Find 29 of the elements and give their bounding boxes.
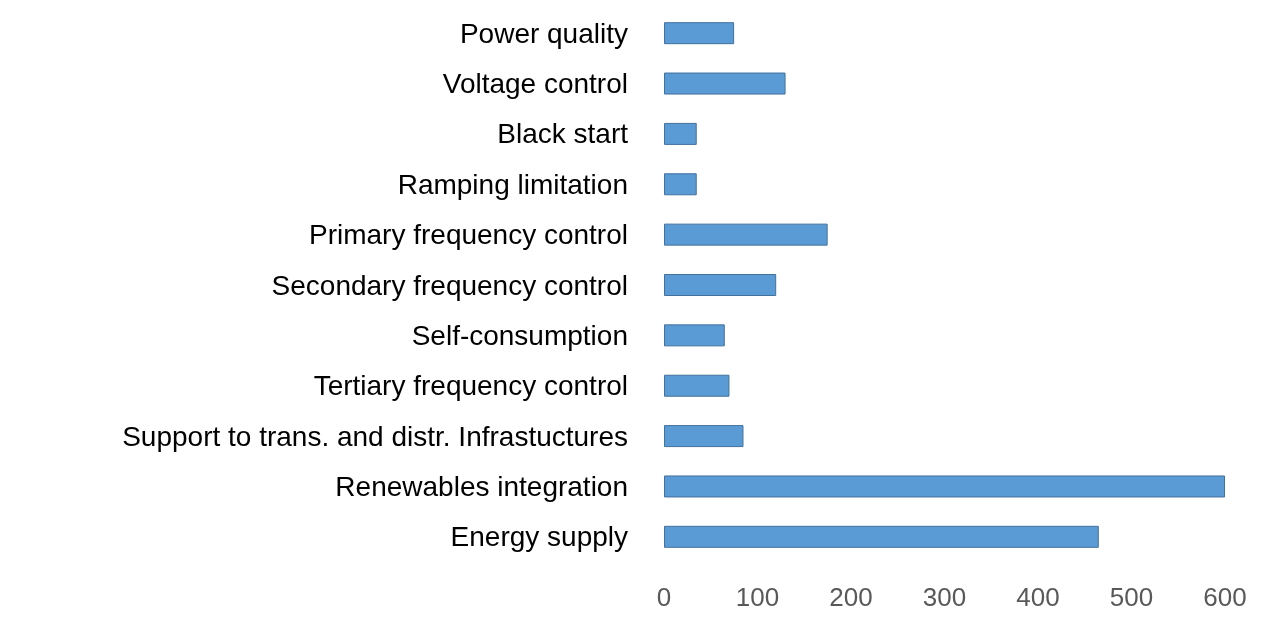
x-tick-label: 400 — [1016, 582, 1060, 612]
bar — [664, 22, 735, 45]
y-tick-label: Black start — [497, 118, 629, 150]
bar — [664, 223, 828, 246]
x-tick-label: 200 — [829, 582, 873, 612]
bar — [664, 324, 725, 347]
bar — [664, 173, 697, 196]
bar — [664, 122, 697, 145]
y-tick-label: Renewables integration — [335, 470, 628, 502]
x-tick-label: 100 — [735, 582, 780, 612]
y-tick-label: Self-consumption — [411, 319, 628, 351]
y-tick-label: Power quality — [459, 17, 628, 49]
y-tick-label: Support to trans. and distr. Infrastuctures — [122, 420, 628, 452]
bar — [664, 274, 777, 296]
y-tick-label: Tertiary frequency control — [313, 370, 628, 402]
x-tick-label: 300 — [922, 582, 967, 612]
y-tick-label: Primary frequency control — [308, 219, 628, 251]
bar — [664, 374, 730, 397]
x-tick-label: 500 — [1109, 582, 1154, 612]
bar — [664, 425, 744, 448]
x-tick-label: 600 — [1203, 582, 1247, 612]
y-tick-label: Secondary frequency control — [271, 269, 628, 301]
y-tick-label: Ramping limitation — [397, 168, 628, 200]
bar — [664, 525, 1099, 548]
bar — [664, 475, 1225, 498]
x-tick-label: 0 — [656, 582, 672, 612]
bar — [664, 72, 786, 95]
y-tick-label: Energy supply — [450, 521, 628, 553]
y-tick-label: Voltage control — [442, 68, 628, 100]
